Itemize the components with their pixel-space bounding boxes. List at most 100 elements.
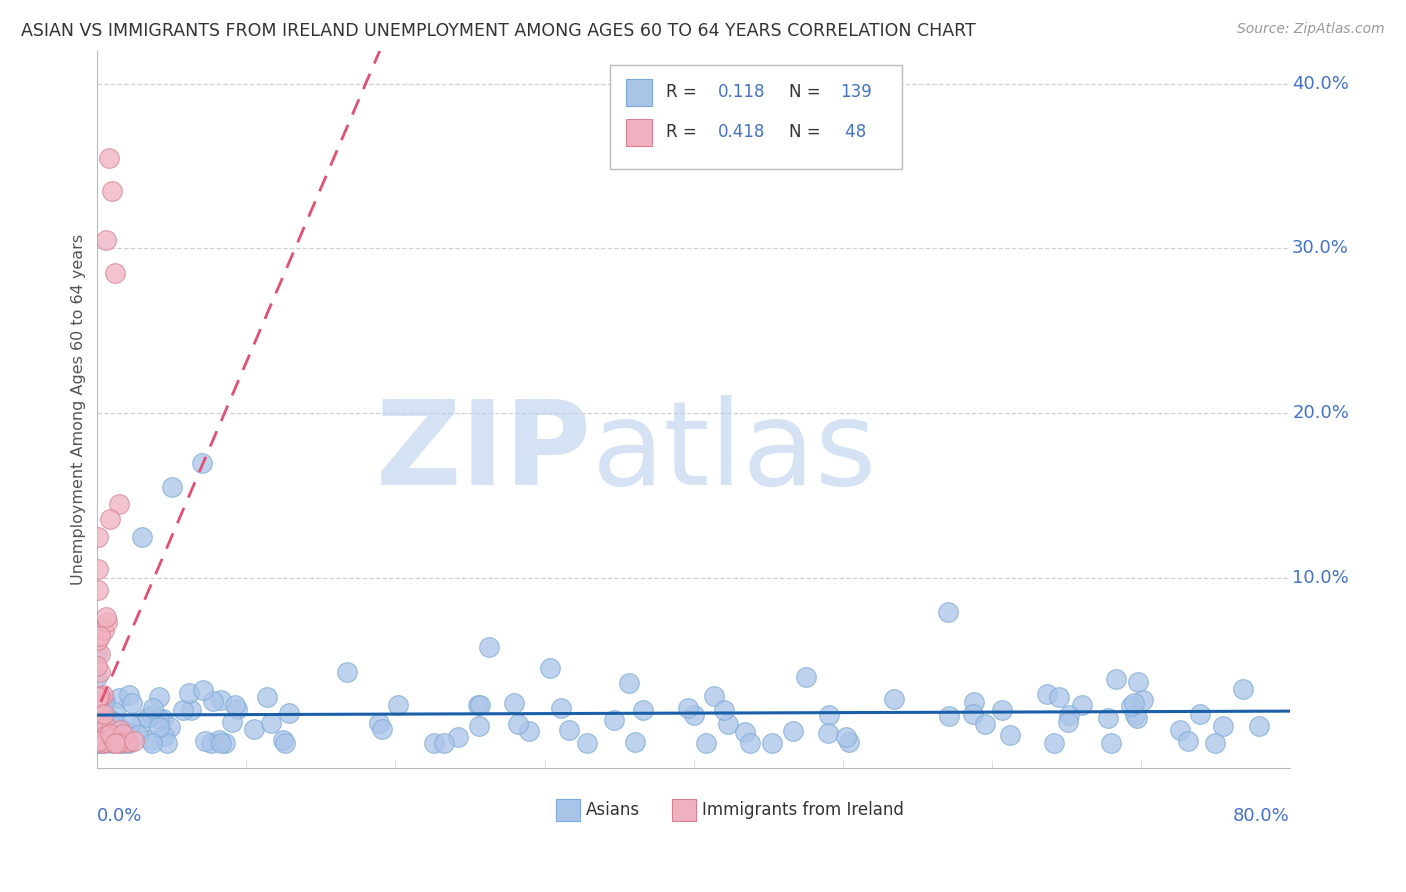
Y-axis label: Unemployment Among Ages 60 to 64 years: Unemployment Among Ages 60 to 64 years xyxy=(72,234,86,585)
Point xyxy=(177,686,200,700)
Point xyxy=(200,736,222,750)
Point xyxy=(86,736,108,750)
Point xyxy=(91,688,114,702)
Point xyxy=(467,698,489,713)
Point xyxy=(87,582,110,597)
Point xyxy=(87,531,110,545)
Point xyxy=(703,689,725,703)
Point xyxy=(104,736,127,750)
Point xyxy=(172,703,194,717)
Point xyxy=(153,730,176,744)
Point xyxy=(387,698,409,712)
Point xyxy=(86,734,108,748)
Point xyxy=(148,720,170,734)
Text: ZIP: ZIP xyxy=(377,395,592,509)
Point xyxy=(1057,708,1080,723)
Point xyxy=(1188,706,1211,721)
Point xyxy=(209,736,232,750)
Point xyxy=(1105,672,1128,686)
Point xyxy=(221,714,243,729)
Point xyxy=(89,665,111,679)
Point xyxy=(1099,736,1122,750)
Point xyxy=(155,736,177,750)
Point xyxy=(89,735,111,749)
Point xyxy=(818,708,841,723)
Point xyxy=(90,727,112,741)
Point xyxy=(193,683,215,698)
Text: 30.0%: 30.0% xyxy=(1292,239,1348,258)
Point xyxy=(550,701,572,715)
Bar xyxy=(626,119,652,146)
Point xyxy=(194,734,217,748)
Point xyxy=(1056,714,1078,729)
Point xyxy=(122,734,145,748)
Text: 20.0%: 20.0% xyxy=(1292,404,1348,422)
Text: 80.0%: 80.0% xyxy=(1233,807,1289,825)
Point xyxy=(1232,681,1254,696)
Point xyxy=(89,648,111,662)
Point xyxy=(273,733,295,747)
Point xyxy=(1132,693,1154,707)
Point xyxy=(141,736,163,750)
Point xyxy=(1000,728,1022,742)
Point xyxy=(108,690,131,705)
Point xyxy=(1247,719,1270,733)
Point xyxy=(214,736,236,750)
Point xyxy=(817,726,839,740)
Point xyxy=(1047,690,1070,704)
Text: 139: 139 xyxy=(841,83,872,102)
Point xyxy=(103,717,125,731)
Text: 40.0%: 40.0% xyxy=(1292,75,1348,93)
Point xyxy=(89,629,111,643)
Point xyxy=(104,705,127,719)
Point xyxy=(506,717,529,731)
Text: Asians: Asians xyxy=(586,801,640,819)
Point xyxy=(243,722,266,736)
Point xyxy=(1177,733,1199,747)
Point xyxy=(86,659,108,673)
Point xyxy=(1119,698,1142,713)
Point xyxy=(336,665,359,679)
Point xyxy=(1123,696,1146,710)
Point xyxy=(256,690,278,704)
Point xyxy=(107,733,129,747)
Point xyxy=(142,700,165,714)
Point xyxy=(447,731,470,745)
Point xyxy=(740,736,762,750)
Point xyxy=(87,690,110,704)
Bar xyxy=(557,798,581,822)
Point xyxy=(838,735,860,749)
Point xyxy=(1097,711,1119,725)
Point xyxy=(148,690,170,704)
Point xyxy=(86,698,108,713)
Point xyxy=(224,698,246,713)
Point xyxy=(100,731,122,745)
Point xyxy=(93,623,115,637)
Point xyxy=(1212,718,1234,732)
Point xyxy=(98,727,121,741)
Point xyxy=(1071,698,1094,712)
Point xyxy=(107,736,129,750)
Point xyxy=(260,716,283,731)
Point xyxy=(111,736,134,750)
Point xyxy=(94,610,117,624)
Point xyxy=(118,735,141,749)
Point xyxy=(367,716,389,731)
Text: 0.0%: 0.0% xyxy=(97,807,143,825)
Point xyxy=(1128,675,1150,690)
Point xyxy=(98,712,121,726)
Point xyxy=(108,723,131,737)
Point xyxy=(91,735,114,749)
Point xyxy=(112,723,135,738)
Point xyxy=(100,512,122,526)
Point xyxy=(131,530,153,544)
Point xyxy=(86,646,108,660)
Text: Source: ZipAtlas.com: Source: ZipAtlas.com xyxy=(1237,22,1385,37)
Point xyxy=(90,721,112,735)
Bar xyxy=(626,78,652,106)
Point xyxy=(96,615,118,629)
Point xyxy=(467,719,489,733)
Point xyxy=(97,735,120,749)
Point xyxy=(371,723,394,737)
Point xyxy=(1123,707,1146,722)
